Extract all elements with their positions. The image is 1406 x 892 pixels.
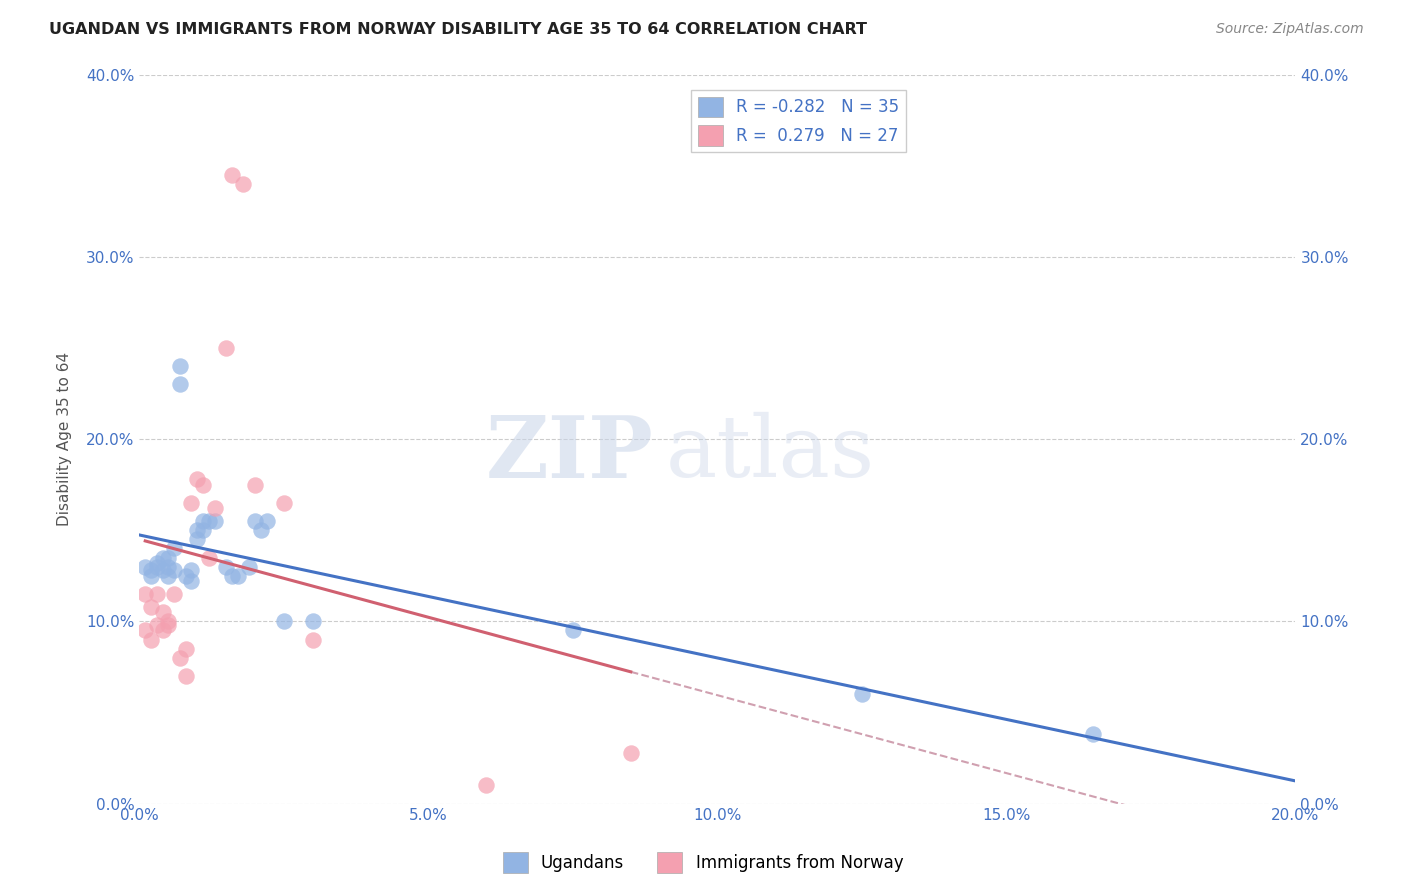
Point	[134, 624, 156, 638]
Point	[620, 746, 643, 760]
Point	[1081, 727, 1104, 741]
Point	[134, 587, 156, 601]
Point	[139, 632, 162, 647]
Point	[221, 568, 243, 582]
Point	[215, 341, 238, 355]
Text: Source: ZipAtlas.com: Source: ZipAtlas.com	[1216, 22, 1364, 37]
Point	[146, 618, 169, 632]
Point	[186, 533, 208, 547]
Point	[139, 568, 162, 582]
Point	[174, 641, 197, 656]
Point	[851, 687, 873, 701]
Point	[250, 523, 273, 537]
Point	[186, 472, 208, 486]
Point	[180, 574, 202, 589]
Point	[157, 618, 180, 632]
Point	[198, 514, 221, 528]
Point	[232, 177, 254, 191]
Point	[134, 559, 156, 574]
Point	[169, 650, 191, 665]
Text: UGANDAN VS IMMIGRANTS FROM NORWAY DISABILITY AGE 35 TO 64 CORRELATION CHART: UGANDAN VS IMMIGRANTS FROM NORWAY DISABI…	[49, 22, 868, 37]
Point	[157, 615, 180, 629]
Point	[139, 599, 162, 614]
Point	[561, 624, 583, 638]
Point	[157, 559, 180, 574]
Point	[273, 496, 295, 510]
Point	[174, 568, 197, 582]
Point	[301, 615, 323, 629]
Point	[191, 477, 214, 491]
Text: atlas: atlas	[665, 412, 875, 495]
Point	[186, 523, 208, 537]
Point	[174, 669, 197, 683]
Point	[152, 624, 174, 638]
Point	[204, 514, 226, 528]
Point	[243, 477, 266, 491]
Point	[139, 563, 162, 577]
Legend: R = -0.282   N = 35, R =  0.279   N = 27: R = -0.282 N = 35, R = 0.279 N = 27	[690, 90, 905, 153]
Point	[221, 168, 243, 182]
Y-axis label: Disability Age 35 to 64: Disability Age 35 to 64	[58, 352, 72, 526]
Point	[169, 359, 191, 373]
Point	[152, 605, 174, 619]
Point	[180, 563, 202, 577]
Point	[146, 559, 169, 574]
Point	[226, 568, 249, 582]
Point	[146, 556, 169, 570]
Point	[163, 541, 186, 556]
Point	[215, 559, 238, 574]
Point	[198, 550, 221, 565]
Point	[191, 514, 214, 528]
Point	[301, 632, 323, 647]
Point	[238, 559, 260, 574]
Point	[146, 587, 169, 601]
Point	[157, 568, 180, 582]
Text: ZIP: ZIP	[486, 411, 654, 496]
Point	[256, 514, 278, 528]
Point	[180, 496, 202, 510]
Point	[157, 550, 180, 565]
Point	[273, 615, 295, 629]
Point	[191, 523, 214, 537]
Point	[243, 514, 266, 528]
Legend: Ugandans, Immigrants from Norway: Ugandans, Immigrants from Norway	[496, 846, 910, 880]
Point	[475, 778, 498, 792]
Point	[163, 587, 186, 601]
Point	[204, 501, 226, 516]
Point	[152, 563, 174, 577]
Point	[152, 550, 174, 565]
Point	[163, 563, 186, 577]
Point	[169, 377, 191, 392]
